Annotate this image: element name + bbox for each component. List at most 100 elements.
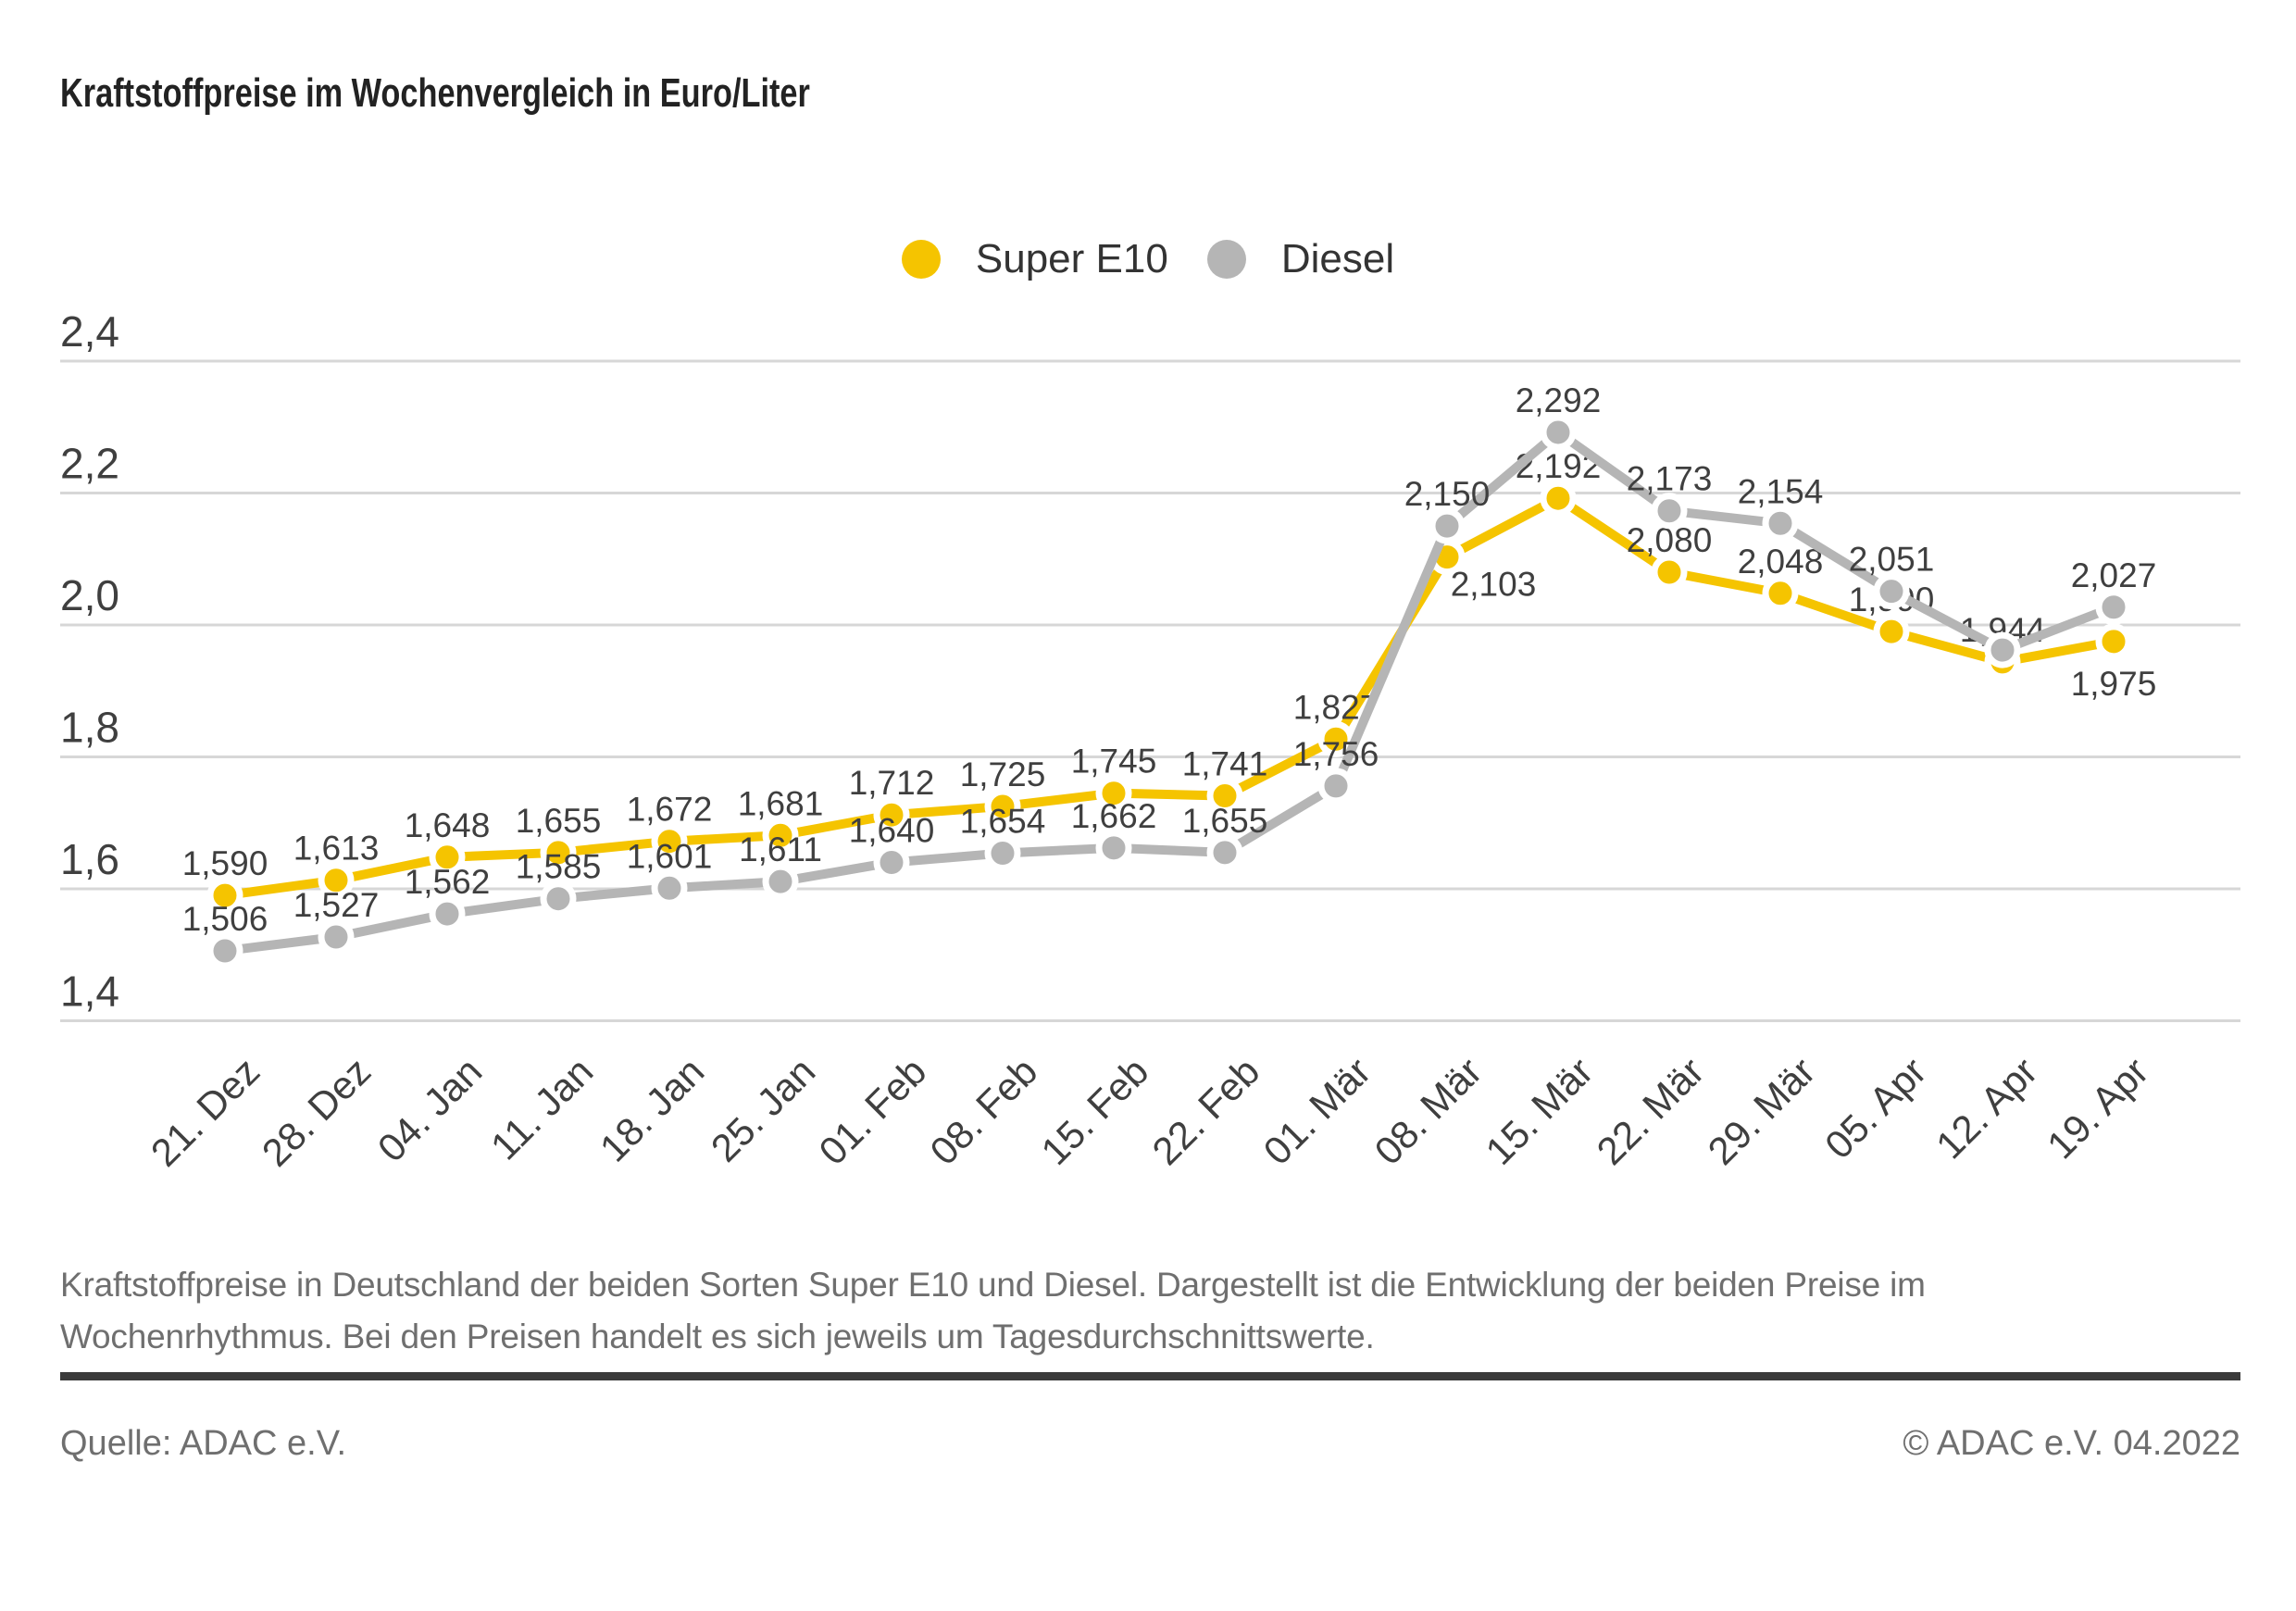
point-label-diesel: 2,173: [1627, 460, 1713, 498]
point-label-diesel: 2,051: [1849, 541, 1935, 579]
point-label-super-e10: 1,681: [738, 784, 824, 822]
point-label-diesel: 1,506: [182, 900, 268, 938]
point-super-e10: [318, 862, 355, 899]
line-super-e10: [224, 493, 2115, 901]
point-label-diesel: 1,756: [1293, 735, 1379, 773]
point-super-e10: [2095, 623, 2132, 660]
x-axis-tick-label: 11. Jan: [482, 1049, 601, 1168]
point-super-e10: [762, 817, 799, 854]
point-label-diesel: 1,601: [627, 837, 713, 875]
point-super-e10: [873, 796, 910, 833]
point-super-e10: [429, 839, 466, 876]
y-axis-tick-label: 1,4: [60, 968, 119, 1016]
legend-label-super-e10: Super E10: [975, 236, 1168, 281]
x-axis-tick-label: 18. Jan: [592, 1049, 713, 1170]
point-label-super-e10: 2,103: [1451, 566, 1537, 604]
legend-item-diesel: Diesel: [1206, 236, 1395, 281]
point-diesel: [1095, 830, 1132, 867]
point-label-super-e10: 1,745: [1071, 743, 1157, 781]
x-axis-tick-label: 22. Mär: [1588, 1049, 1712, 1173]
point-label-super-e10: 1,590: [182, 844, 268, 882]
point-diesel: [984, 835, 1021, 872]
legend-dot-super-e10: [901, 240, 941, 279]
point-diesel: [1317, 768, 1354, 805]
point-super-e10: [651, 823, 688, 860]
point-label-diesel: 1,585: [516, 848, 602, 886]
x-axis-tick-label: 28. Dez: [254, 1049, 380, 1175]
point-diesel: [1206, 834, 1243, 871]
point-super-e10: [1540, 480, 1577, 517]
point-label-diesel: 1,662: [1071, 797, 1157, 835]
point-label-diesel: 1,562: [405, 863, 491, 901]
x-axis-tick-label: 22. Feb: [1143, 1049, 1267, 1173]
legend-item-super-e10: Super E10: [901, 236, 1168, 281]
x-axis-tick-label: 01. Feb: [810, 1049, 934, 1173]
x-axis-tick-label: 15. Mär: [1477, 1049, 1601, 1173]
point-diesel: [206, 932, 243, 969]
legend-dot-diesel: [1206, 240, 1246, 279]
point-diesel: [318, 918, 355, 955]
source-row: Quelle: ADAC e.V. © ADAC e.V. 04.2022: [60, 1424, 2240, 1464]
point-label-super-e10: 1,975: [2071, 665, 2157, 703]
point-super-e10: [1317, 720, 1354, 757]
source-text: Quelle: ADAC e.V.: [60, 1424, 347, 1463]
x-axis-tick-label: 04. Jan: [369, 1049, 491, 1170]
x-axis-tick-label: 25. Jan: [703, 1049, 824, 1170]
point-label-diesel: 2,154: [1738, 472, 1824, 510]
point-label-super-e10: 1,655: [516, 802, 602, 840]
x-axis-tick-label: 19. Apr: [2039, 1049, 2156, 1167]
point-diesel: [873, 844, 910, 880]
point-label-diesel: 2,027: [2071, 556, 2157, 594]
x-axis-tick-label: 21. Dez: [143, 1049, 268, 1175]
y-axis-tick-label: 1,6: [60, 835, 119, 883]
point-diesel: [1651, 493, 1688, 530]
point-label-diesel: 1,611: [739, 830, 822, 868]
copyright-text: © ADAC e.V. 04.2022: [1903, 1424, 2240, 1463]
point-diesel: [540, 880, 577, 918]
x-axis-tick-label: 08. Feb: [921, 1049, 1045, 1173]
point-diesel: [1540, 414, 1577, 451]
chart-legend: Super E10 Diesel: [0, 239, 2296, 280]
point-diesel: [1984, 631, 2021, 668]
point-diesel: [762, 863, 799, 900]
y-axis-tick-label: 1,8: [60, 704, 119, 752]
point-diesel: [1429, 507, 1466, 544]
x-axis-tick-label: 29. Mär: [1699, 1049, 1823, 1173]
point-diesel: [2095, 589, 2132, 626]
chart-description: Kraftstoffpreise in Deutschland der beid…: [60, 1266, 1926, 1355]
point-label-super-e10: 1,613: [293, 830, 380, 868]
point-label-diesel: 1,527: [293, 886, 380, 924]
point-diesel: [1873, 573, 1910, 610]
point-label-diesel: 2,150: [1404, 475, 1491, 513]
point-label-super-e10: 2,048: [1738, 543, 1824, 581]
chart-title: Kraftstoffpreise im Wochenvergleich in E…: [60, 70, 810, 116]
point-super-e10: [1873, 613, 1910, 650]
point-label-super-e10: 1,741: [1182, 745, 1268, 783]
point-diesel: [651, 869, 688, 906]
point-super-e10: [1651, 554, 1688, 591]
y-axis-tick-label: 2,4: [60, 307, 119, 356]
point-super-e10: [984, 788, 1021, 825]
x-axis-tick-label: 01. Mär: [1254, 1049, 1379, 1173]
point-super-e10: [206, 877, 243, 914]
x-axis-tick-label: 08. Mär: [1366, 1049, 1490, 1173]
point-super-e10: [1095, 775, 1132, 812]
line-diesel: [224, 426, 2115, 955]
y-axis-tick-label: 2,0: [60, 571, 119, 619]
point-label-diesel: 2,292: [1516, 381, 1602, 419]
divider-rule: [60, 1372, 2240, 1380]
point-label-super-e10: 1,725: [960, 756, 1046, 793]
x-axis-tick-label: 15. Feb: [1032, 1049, 1156, 1173]
point-diesel: [1762, 505, 1799, 542]
point-label-diesel: 1,640: [849, 812, 935, 850]
x-axis-tick-label: 12. Apr: [1928, 1049, 2045, 1167]
point-super-e10: [1206, 778, 1243, 815]
legend-label-diesel: Diesel: [1280, 236, 1395, 281]
x-axis-tick-label: 05. Apr: [1816, 1049, 1934, 1167]
y-axis-tick-label: 2,2: [60, 440, 119, 488]
point-label-diesel: 1,655: [1182, 802, 1268, 840]
point-diesel: [429, 895, 466, 932]
point-super-e10: [1762, 575, 1799, 612]
